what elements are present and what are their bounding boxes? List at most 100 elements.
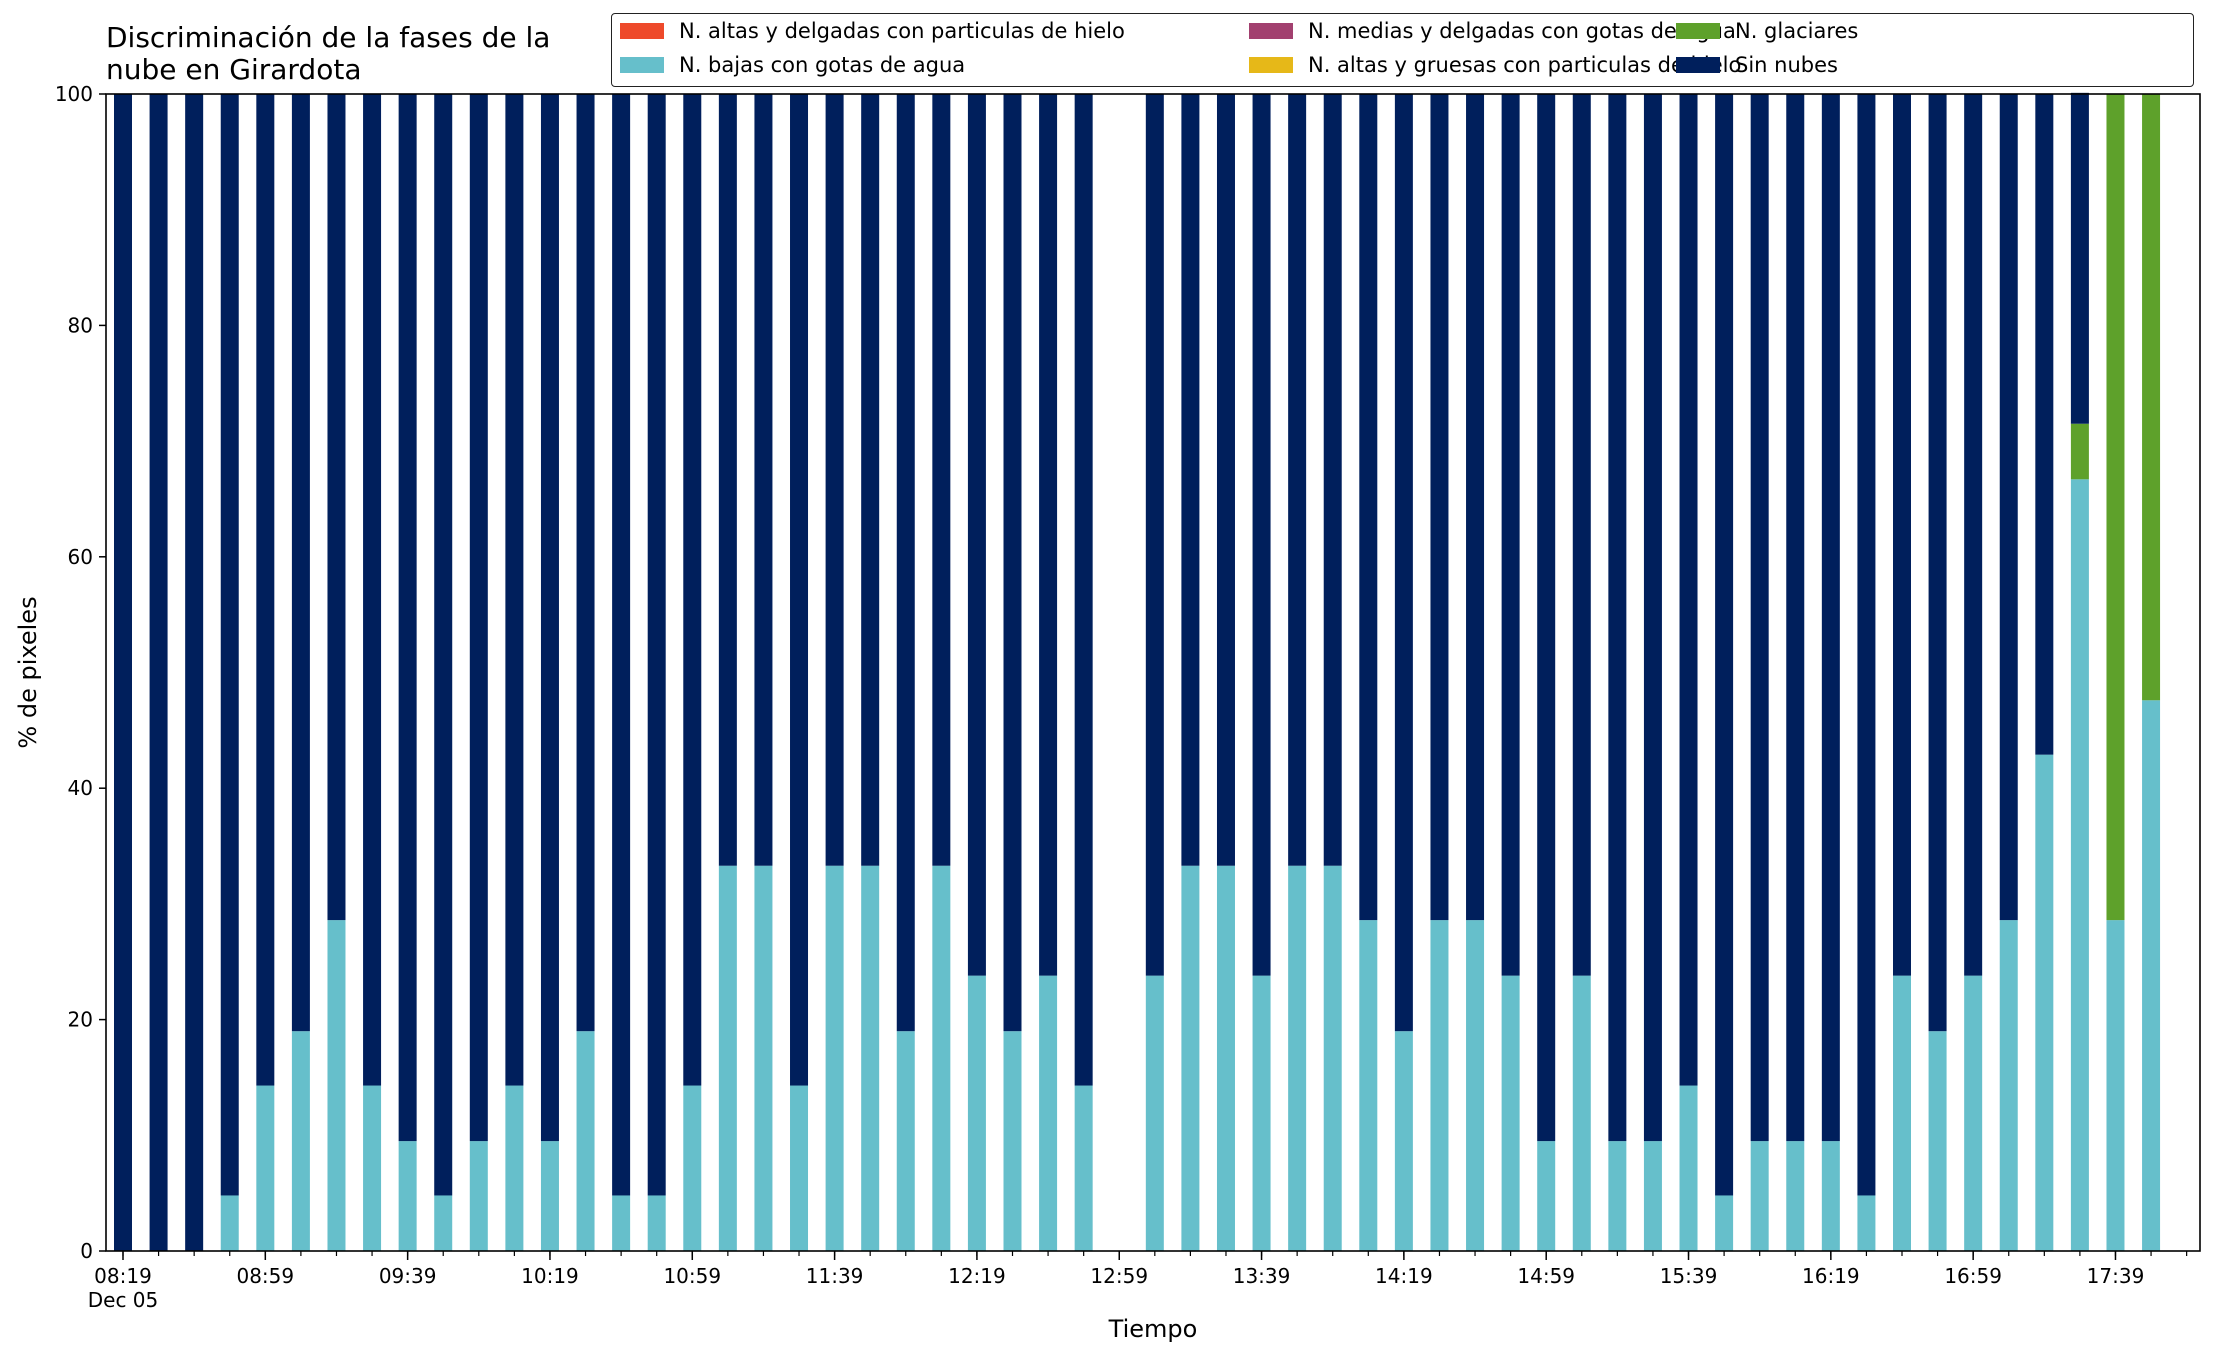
x-tick-label: 14:19 [1375,1264,1433,1288]
bar-segment [220,94,239,1196]
bar-segment [1964,975,1983,1251]
legend-item: N. glaciares [1676,16,1858,46]
legend-label: N. glaciares [1735,19,1859,43]
bar-segment [1786,1141,1805,1251]
bar-segment [825,94,844,866]
bar-segment [1288,94,1307,866]
y-tick-label: 60 [68,545,93,569]
bar-segment [1323,865,1342,1251]
legend-item: N. altas y gruesas con particulas de hie… [1249,50,1741,80]
bar-segment [576,94,595,1032]
bar-segment [1857,94,1876,1196]
bar-segment [861,94,880,866]
bar-segment [1643,94,1662,1142]
bar-segment [398,1141,417,1251]
bar-segment [1394,94,1413,1032]
x-tick-label: 08:19 [94,1264,152,1288]
legend-item: N. bajas con gotas de agua [620,50,965,80]
x-tick-label: 16:59 [1944,1264,2002,1288]
bar-segment [1074,94,1093,1086]
y-tick-label: 20 [68,1008,93,1032]
bar-segment [1252,94,1271,976]
bar-segment [967,94,986,976]
bar-segment [185,94,204,1251]
x-tick-label: 17:39 [2087,1264,2145,1288]
bar-segment [754,865,773,1251]
bar-segment [1501,975,1520,1251]
bar-segment [861,865,880,1251]
bar-segment [1288,865,1307,1251]
bar-segment [1928,1031,1947,1251]
legend-swatch [1676,23,1720,39]
bar-segment [647,94,666,1196]
legend-label: N. altas y delgadas con particulas de hi… [679,19,1125,43]
legend-swatch [1249,23,1293,39]
bar-segment [932,94,951,866]
legend-label: N. bajas con gotas de agua [679,53,966,77]
bar-segment [398,94,417,1142]
bar-segment [1572,975,1591,1251]
bar-segment [1466,920,1485,1251]
bar-segment [1964,94,1983,976]
bar-segment [896,94,915,1032]
legend-label: N. medias y delgadas con gotas de agua [1308,19,1736,43]
bar-segment [1501,94,1520,976]
y-tick-label: 40 [68,776,93,800]
bar-segment [1359,94,1378,921]
bar-segment [1821,1141,1840,1251]
bar-segment [2142,700,2161,1251]
bar-segment [1181,865,1200,1251]
bar-segment [469,94,488,1142]
bar-segment [683,94,702,1086]
bar-segment [1181,94,1200,866]
bar-segment [790,1085,809,1251]
bar-segment [540,94,559,1142]
legend-swatch [1676,57,1720,73]
bar-segment [1857,1195,1876,1251]
bar-segment [683,1085,702,1251]
bar-segment [2035,94,2054,755]
bar-segment [1715,1195,1734,1251]
y-tick-label: 0 [80,1239,93,1263]
x-tick-label: 15:39 [1660,1264,1718,1288]
bar-segment [1643,1141,1662,1251]
bar-segment [1003,1031,1022,1251]
bar-segment [1039,94,1058,976]
bar-segment [1039,975,1058,1251]
bar-segment [291,1031,310,1251]
bar-segment [1608,94,1627,1142]
bar-segment [505,1085,524,1251]
bar-segment [1430,920,1449,1251]
x-date-label: Dec 05 [88,1288,159,1312]
bar-segment [149,94,168,1251]
y-tick-label: 80 [68,313,93,337]
chart-title: Discriminación de la fases de la nube en… [106,21,551,86]
bar-segment [363,1085,382,1251]
bar-segment [291,94,310,1032]
x-tick-label: 13:39 [1233,1264,1291,1288]
legend-item: N. altas y delgadas con particulas de hi… [620,16,1125,46]
bar-segment [647,1195,666,1251]
bar-segment [114,94,132,1251]
bar-segment [967,975,986,1251]
bar-segment [932,865,951,1251]
bar-segment [220,1195,239,1251]
bar-segment [1466,94,1485,921]
bar-segment [1430,94,1449,921]
bar-segment [256,1085,275,1251]
legend-swatch [620,57,664,73]
x-tick-label: 08:59 [236,1264,294,1288]
x-tick-label: 10:59 [663,1264,721,1288]
bar-segment [2106,920,2125,1251]
x-tick-label: 12:59 [1090,1264,1148,1288]
bar-segment [469,1141,488,1251]
bar-segment [2142,94,2161,701]
x-tick-label: 16:19 [1802,1264,1860,1288]
x-tick-label: 11:39 [806,1264,864,1288]
bar-segment [434,1195,453,1251]
bar-segment [754,94,773,866]
bar-segment [1999,94,2018,921]
bar-segment [1750,1141,1769,1251]
bar-segment [612,1195,631,1251]
